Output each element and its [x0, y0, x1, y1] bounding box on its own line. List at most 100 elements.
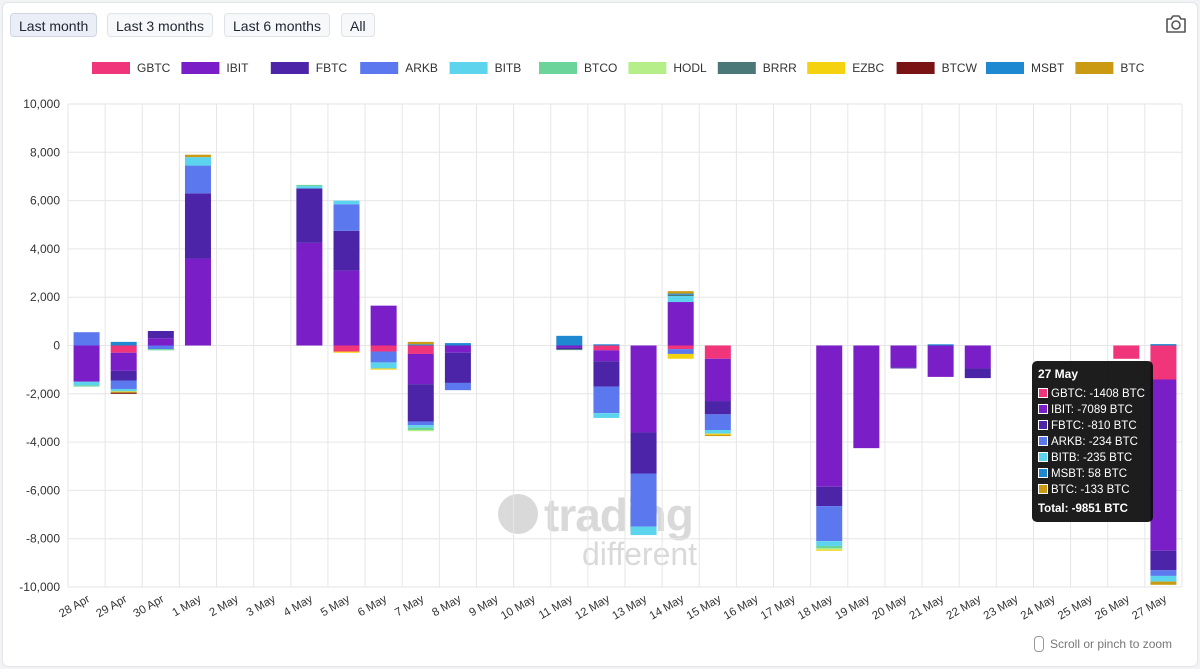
bar-segment-bitb — [110, 388, 137, 392]
legend-swatch — [360, 62, 399, 74]
legend-item-msbt[interactable]: MSBT — [986, 61, 1065, 75]
legend-label: BTCO — [584, 61, 617, 75]
legend-item-hodl[interactable]: HODL — [628, 61, 707, 75]
bar-segment-fbtc — [556, 347, 583, 350]
bar-segment-brrr — [667, 294, 694, 296]
bar-segment-ezbc — [110, 391, 137, 393]
bar-segment-fbtc — [630, 432, 657, 474]
bar-segment-arkb — [667, 349, 694, 354]
bar-segment-arkb — [444, 382, 471, 391]
legend-item-fbtc[interactable]: FBTC — [270, 61, 348, 75]
x-tick-label: 26 May — [1093, 593, 1132, 622]
bar-segment-arkb — [370, 351, 397, 363]
bar-segment-btc — [1150, 581, 1177, 585]
bar-segment-arkb — [593, 386, 620, 414]
bar-segment-ibit — [816, 345, 843, 487]
bar-segment-arkb — [1150, 570, 1177, 576]
bar-segment-gbtc — [407, 345, 434, 354]
x-tick-label: 27 May — [1130, 593, 1169, 622]
x-tick-label: 6 May — [356, 593, 389, 619]
tooltip: 27 May GBTC: -1408 BTC IBIT: -7089 BTC FBT… — [1032, 361, 1153, 522]
scroll-hint: Scroll or pinch to zoom — [1034, 634, 1172, 654]
legend-item-ezbc[interactable]: EZBC — [807, 61, 885, 75]
tooltip-title: 27 May — [1038, 367, 1079, 381]
bar-segment-btco — [73, 385, 100, 387]
bar-segment-ezbc — [704, 433, 731, 435]
bar-segment-ezbc — [370, 368, 397, 370]
bar-segment-arkb — [630, 473, 657, 527]
legend-item-btc[interactable]: BTC — [1075, 61, 1145, 75]
x-tick-label: 16 May — [722, 593, 761, 622]
x-tick-label: 5 May — [319, 593, 352, 619]
range-last-3-months-button[interactable]: Last 3 months — [107, 13, 213, 37]
legend-item-gbtc[interactable]: GBTC — [92, 61, 171, 75]
bar-segment-ezbc — [816, 549, 843, 551]
y-tick-label: 10,000 — [23, 97, 60, 111]
legend-item-brrr[interactable]: BRRR — [717, 61, 797, 75]
legend-label: MSBT — [1031, 61, 1065, 75]
scroll-hint-text: Scroll or pinch to zoom — [1050, 637, 1173, 651]
legend-label: BITB — [495, 61, 522, 75]
bar-segment-gbtc — [333, 345, 360, 352]
bar-segment-ibit — [407, 353, 434, 385]
legend-item-btco[interactable]: BTCO — [539, 61, 617, 75]
tooltip-row-label: IBIT: -7089 BTC — [1051, 404, 1133, 416]
bar-segment-ibit — [890, 345, 917, 368]
tooltip-row-label: GBTC: -1408 BTC — [1051, 388, 1145, 400]
legend-label: IBIT — [226, 61, 249, 75]
range-last-6-months-button[interactable]: Last 6 months — [224, 13, 330, 37]
legend: GBTC IBIT FBTC ARKB BITB BTCO HODL BRRR EZBC BTCW… — [92, 61, 1145, 75]
tooltip-row: ARKB: -234 BTC — [1038, 435, 1138, 449]
bar-segment-btc — [667, 291, 694, 294]
bar-segment-msbt — [1150, 344, 1177, 346]
bar-segment-msbt — [407, 344, 434, 346]
x-tick-label: 7 May — [393, 593, 426, 619]
legend-swatch — [92, 62, 130, 74]
x-tick-label: 12 May — [573, 593, 612, 622]
bar-segment-fbtc — [890, 367, 917, 369]
y-tick-label: 6,000 — [30, 194, 60, 208]
bar-segment-brrr — [556, 349, 583, 351]
bar-segment-arkb — [333, 204, 360, 231]
bar-segment-ibit — [110, 352, 137, 371]
bar-segment-ibit — [333, 270, 360, 346]
bar-segment-bitb — [296, 186, 323, 189]
bar-segment-gbtc — [667, 345, 694, 350]
range-all-button[interactable]: All — [341, 13, 375, 37]
bar-segment-gbtc — [1113, 345, 1140, 359]
y-tick-label: 8,000 — [30, 145, 60, 159]
tooltip-swatch — [1038, 404, 1048, 414]
tooltip-row: BITB: -235 BTC — [1038, 451, 1132, 465]
bar-segment-gbtc — [704, 345, 731, 359]
legend-label: GBTC — [137, 61, 171, 75]
tooltip-swatch — [1038, 420, 1048, 430]
legend-item-arkb[interactable]: ARKB — [360, 61, 438, 75]
range-last-month-button[interactable]: Last month — [10, 13, 98, 37]
tooltip-swatch — [1038, 452, 1048, 462]
bar-segment-fbtc — [964, 368, 991, 379]
x-tick-label: 20 May — [870, 593, 909, 622]
bar-segment-arkb — [184, 165, 211, 194]
legend-item-btcw[interactable]: BTCW — [896, 61, 978, 75]
bar-segment-ibit — [667, 302, 694, 346]
bar-segment-msbt — [110, 341, 137, 346]
y-tick-label: -8,000 — [26, 532, 60, 546]
bar-segment-arkb — [816, 506, 843, 542]
legend-swatch — [717, 62, 756, 74]
tooltip-row: BTC: -133 BTC — [1038, 483, 1130, 497]
bar-segment-bitb — [667, 295, 694, 303]
camera-icon[interactable] — [1164, 13, 1188, 35]
x-tick-label: 24 May — [1019, 593, 1058, 622]
x-tick-label: 28 Apr — [57, 593, 92, 620]
legend-item-ibit[interactable]: IBIT — [181, 61, 249, 75]
bar-segment-fbtc — [444, 352, 471, 383]
bar-segment-msbt — [556, 335, 583, 346]
x-tick-label: 1 May — [170, 593, 203, 619]
tooltip-row-label: FBTC: -810 BTC — [1051, 420, 1137, 432]
bar-segment-ibit — [444, 345, 471, 353]
x-tick-label: 3 May — [245, 593, 278, 619]
x-tick-label: 29 Apr — [94, 593, 129, 620]
x-tick-label: 19 May — [833, 593, 872, 622]
bar-segment-ibit — [73, 345, 100, 382]
legend-item-bitb[interactable]: BITB — [449, 61, 522, 75]
